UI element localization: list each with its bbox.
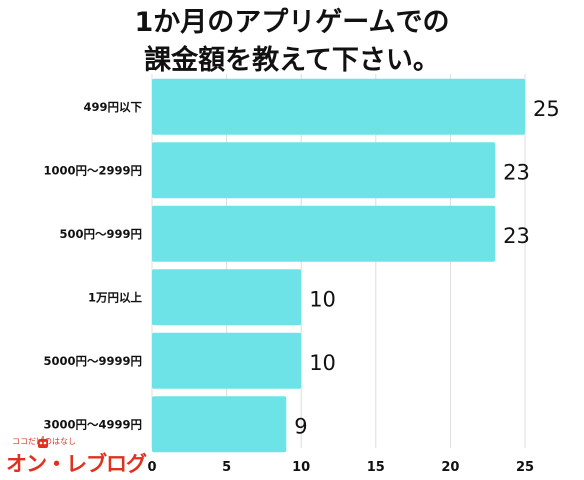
brand-logo: ココだけのはなし オン・レブログ (2, 436, 152, 480)
title-line-2: 課金額を教えて下さい。 (144, 45, 440, 76)
x-tick-label: 20 (441, 460, 459, 475)
bar (152, 205, 496, 262)
bar (152, 396, 287, 453)
title-line-1: 1か月のアプリゲームでの (134, 7, 450, 38)
category-label: 5000円〜9999円 (43, 354, 142, 368)
value-label: 9 (294, 414, 307, 438)
logo-name: オン・レブログ (6, 452, 147, 476)
category-label: 499円以下 (83, 100, 142, 114)
value-label: 25 (533, 97, 560, 121)
x-tick-label: 10 (292, 460, 310, 475)
robot-icon (38, 436, 48, 448)
category-label: 500円〜999円 (59, 227, 142, 241)
value-label: 23 (503, 160, 530, 184)
bar (152, 78, 525, 135)
x-tick-label: 0 (147, 460, 156, 475)
x-tick-label: 25 (516, 460, 534, 475)
bar (152, 142, 496, 199)
value-label: 10 (309, 351, 336, 375)
x-tick-label: 15 (367, 460, 385, 475)
bar (152, 332, 302, 389)
category-label: 1万円以上 (88, 290, 143, 304)
x-tick-label: 5 (222, 460, 231, 475)
bar (152, 269, 302, 326)
chart-title: 1か月のアプリゲームでの 課金額を教えて下さい。 (0, 4, 584, 80)
value-label: 23 (503, 224, 530, 248)
category-label: 1000円〜2999円 (43, 163, 142, 177)
category-label: 3000円〜4999円 (43, 417, 142, 431)
value-label: 10 (309, 287, 336, 311)
